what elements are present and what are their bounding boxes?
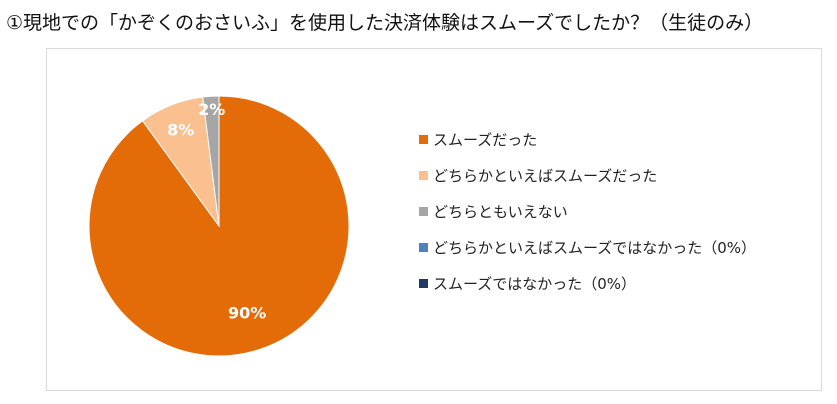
pie-slice — [202, 95, 220, 227]
chart-area: 90% 8% 2% スムーズだったどちらかといえばスムーズだった どちらともいえないど… — [46, 48, 822, 391]
legend-swatch — [419, 242, 428, 252]
data-label: 2% — [198, 100, 225, 119]
legend-swatch — [419, 170, 428, 180]
legend-item: どちらともいえない — [419, 193, 756, 229]
legend: スムーズだったどちらかといえばスムーズだった どちらともいえないどちらかといえばス… — [419, 121, 756, 301]
legend-label: スムーズだった — [433, 130, 538, 149]
legend-swatch — [419, 278, 428, 288]
legend-item: どちらかといえばスムーズではなかった（0%） — [419, 229, 756, 265]
legend-item: どちらかといえばスムーズだった — [419, 157, 756, 193]
legend-item: スムーズではなかった（0%） — [419, 265, 756, 301]
legend-label: どちらともいえない — [433, 202, 568, 221]
pie-chart: 90% 8%2% — [88, 95, 350, 357]
legend-swatch — [419, 206, 428, 216]
legend-label: スムーズではなかった（0%） — [433, 274, 637, 293]
legend-item: スムーズだった — [419, 121, 756, 157]
legend-label: どちらかといえばスムーズだった — [433, 166, 658, 185]
legend-swatch — [419, 134, 428, 144]
chart-title: ①現地での「かぞくのおさいふ」を使用した決済体験はスムーズでしたか？（生徒のみ） — [6, 12, 764, 34]
legend-label: どちらかといえばスムーズではなかった（0%） — [433, 238, 757, 257]
data-label: 8% — [167, 120, 194, 139]
data-label: 90% — [228, 304, 266, 323]
